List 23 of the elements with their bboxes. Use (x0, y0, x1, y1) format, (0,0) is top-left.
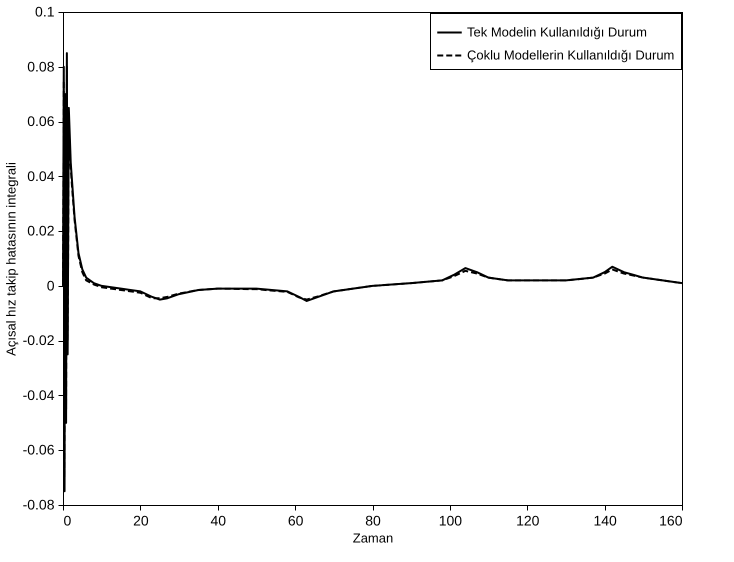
y-tick-label: -0.08 (22, 496, 55, 512)
x-tick-label: 20 (133, 512, 149, 528)
y-axis-title: Açısal hız takip hatasının integrali (4, 162, 19, 356)
x-tick-label: 0 (64, 512, 72, 528)
x-tick-label: 160 (659, 512, 683, 528)
x-tick-label: 60 (288, 512, 304, 528)
x-tick-label: 40 (210, 512, 226, 528)
x-tick-label: 100 (438, 512, 462, 528)
y-tick-label: -0.02 (22, 332, 55, 348)
y-tick-label: 0 (46, 277, 55, 294)
legend-label: Çoklu Modellerin Kullanıldığı Durum (467, 48, 674, 62)
legend-label: Tek Modelin Kullanıldığı Durum (467, 24, 647, 40)
y-tick-label: 0.08 (27, 58, 55, 74)
x-tick-label: 120 (516, 512, 540, 528)
y-tick-label: -0.06 (22, 442, 55, 458)
y-tick-label: 0.1 (35, 4, 55, 20)
y-tick-label: 0.06 (27, 113, 55, 130)
x-axis-title: Zaman (352, 530, 394, 546)
y-tick-label: -0.04 (22, 386, 55, 403)
x-tick-label: 140 (593, 512, 618, 528)
y-tick-label: 0.02 (27, 222, 55, 239)
y-tick-label: 0.04 (27, 168, 55, 184)
x-tick-label: 80 (365, 512, 381, 528)
